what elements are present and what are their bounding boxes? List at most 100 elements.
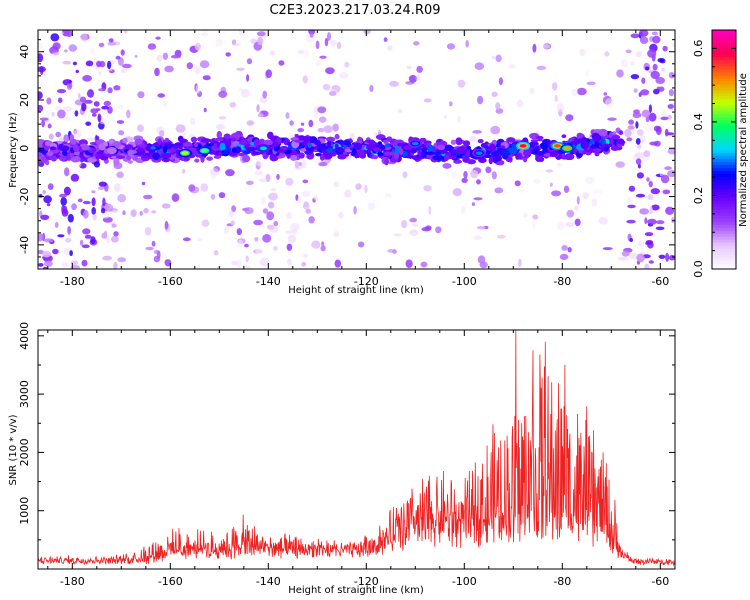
- noise-blob: [317, 127, 325, 133]
- noise-blob: [566, 209, 575, 218]
- noise-blob: [636, 143, 642, 150]
- noise-blob: [664, 128, 669, 137]
- colorbar-frame: [711, 29, 737, 270]
- band-blob: [549, 152, 558, 157]
- noise-blob: [598, 216, 608, 225]
- noise-blob: [636, 129, 644, 136]
- noise-blob: [645, 116, 650, 123]
- noise-blob: [72, 61, 77, 66]
- band-blob: [598, 128, 608, 137]
- band-blob: [561, 134, 567, 138]
- noise-blob: [159, 130, 165, 137]
- noise-blob: [508, 64, 516, 69]
- noise-blob: [82, 228, 91, 235]
- noise-blob: [325, 67, 335, 75]
- band-blob: [142, 154, 150, 159]
- snr-panel: -180 -160 -140 -120 -100 -80 -60 1000 2000 3000 4…: [8, 322, 676, 596]
- noise-blob: [98, 70, 102, 75]
- noise-blob: [628, 252, 639, 260]
- noise-blob: [101, 213, 111, 219]
- noise-blob: [579, 48, 586, 57]
- noise-blob: [98, 42, 105, 48]
- y-tick-label: 1000: [18, 497, 31, 525]
- band-blob: [425, 151, 435, 156]
- band-blob: [50, 155, 58, 162]
- noise-blob: [294, 160, 299, 169]
- noise-blob: [107, 60, 112, 70]
- noise-blob: [667, 104, 674, 109]
- band-blob: [352, 147, 357, 155]
- noise-blob: [38, 194, 43, 198]
- colorbar-step: [712, 182, 736, 186]
- band-blob: [157, 138, 162, 145]
- noise-blob: [115, 55, 121, 60]
- noise-blob: [70, 264, 81, 269]
- noise-blob: [604, 51, 610, 57]
- noise-blob: [523, 212, 528, 218]
- noise-blob: [607, 117, 617, 121]
- noise-blob: [565, 222, 575, 227]
- colorbar-step: [712, 245, 736, 249]
- x-tick-label: -100: [452, 275, 477, 288]
- noise-blob: [197, 237, 203, 242]
- noise-blob: [402, 171, 408, 179]
- colorbar-step: [712, 197, 736, 201]
- noise-blob: [95, 108, 101, 112]
- band-blob: [317, 143, 324, 150]
- band-blob: [488, 143, 496, 152]
- snr-x-axis: -180 -160 -140 -120 -100 -80 -60: [47, 330, 669, 588]
- noise-blob: [635, 121, 639, 129]
- noise-blob: [648, 180, 653, 188]
- band-blob: [327, 147, 333, 154]
- colorbar-step: [712, 176, 736, 180]
- noise-blob: [518, 258, 522, 268]
- noise-blob: [42, 189, 46, 195]
- colorbar-step: [712, 200, 736, 204]
- noise-blob: [286, 258, 292, 265]
- noise-blob: [315, 40, 320, 50]
- band-blob: [326, 136, 336, 142]
- noise-blob: [93, 161, 101, 168]
- noise-blob: [655, 220, 665, 225]
- noise-blob: [413, 41, 420, 46]
- spectrogram-panel: -180 -160 -140 -120 -100 -80 -60 -40 -20 0 20 40 H…: [8, 29, 676, 296]
- band-blob: [373, 147, 381, 152]
- noise-blob: [120, 68, 128, 73]
- noise-blob: [74, 110, 79, 117]
- noise-blob: [471, 202, 475, 207]
- band-blob: [174, 145, 179, 149]
- band-blob: [398, 147, 404, 155]
- noise-blob: [665, 252, 670, 262]
- noise-blob: [661, 110, 667, 118]
- snr-plot-area: [38, 330, 675, 567]
- noise-blob: [472, 130, 483, 134]
- noise-blob: [164, 65, 174, 73]
- noise-blob: [199, 60, 210, 69]
- noise-blob: [62, 106, 73, 112]
- colorbar-step: [712, 155, 736, 160]
- band-blob: [98, 143, 106, 151]
- band-blob: [580, 141, 590, 150]
- noise-blob: [490, 125, 501, 135]
- noise-blob: [63, 167, 70, 177]
- noise-blob: [246, 120, 255, 126]
- band-blob: [432, 155, 443, 161]
- noise-blob: [315, 60, 321, 66]
- band-blob: [327, 140, 332, 147]
- spectrogram-blobs: [38, 30, 675, 269]
- band-blob: [152, 152, 160, 160]
- colorbar-step: [712, 89, 736, 94]
- colorbar-step: [712, 143, 736, 148]
- band-blob: [393, 152, 400, 160]
- band-blob: [65, 154, 71, 161]
- band-blob: [443, 153, 450, 161]
- colorbar-step: [712, 95, 736, 100]
- band-blob: [488, 157, 493, 165]
- y-tick-label: -20: [18, 188, 31, 206]
- colorbar-step: [712, 188, 736, 192]
- band-blob: [200, 155, 205, 163]
- noise-blob: [637, 240, 645, 247]
- noise-blob: [476, 179, 481, 185]
- noise-blob: [228, 210, 234, 218]
- noise-blob: [48, 133, 54, 140]
